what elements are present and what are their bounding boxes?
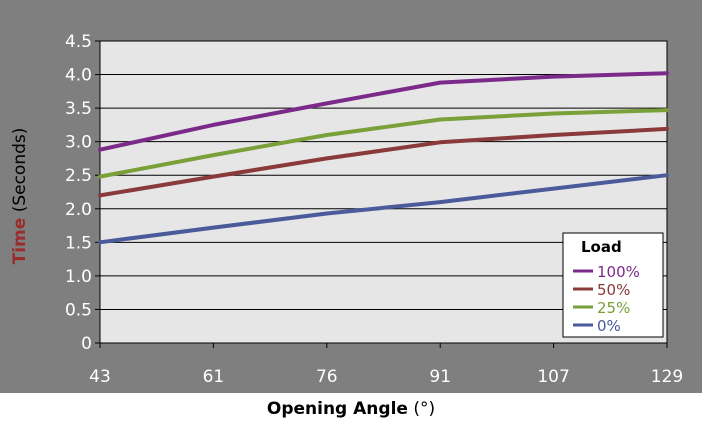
x-axis-title: Opening Angle (°) — [0, 399, 702, 419]
y-tick-label: 4.0 — [65, 66, 92, 86]
y-tick-label: 2.5 — [65, 166, 92, 186]
y-tick-label: 2.0 — [65, 200, 92, 220]
x-tick-label: 107 — [537, 367, 569, 387]
x-tick-label: 91 — [429, 367, 451, 387]
y-tick-label: 3.5 — [65, 99, 92, 119]
series-line-25pct — [98, 108, 669, 179]
x-tick-label: 61 — [203, 367, 225, 387]
y-tick-label: 3.0 — [65, 133, 92, 153]
series-line-0pct — [98, 173, 669, 245]
y-tick-label: 0.5 — [65, 300, 92, 320]
x-tick-label: 43 — [89, 367, 111, 387]
legend-title: Load — [581, 238, 622, 256]
y-tick-label: 1.5 — [65, 233, 92, 253]
y-axis-title-bold: Time — [10, 217, 30, 265]
x-axis-title-unit: (°) — [413, 399, 436, 419]
series-line-50pct — [98, 126, 669, 198]
legend-entry: 25% — [597, 299, 630, 317]
y-tick-label: 1.0 — [65, 267, 92, 287]
x-tick-label: 129 — [651, 367, 683, 387]
legend-entry: 0% — [597, 317, 621, 335]
chart-panel: 0 0.5 1.0 1.5 2.0 2.5 3.0 3.5 4.0 4.5 43 61 76 91 107 1… — [0, 0, 702, 393]
series-line-100pct — [98, 71, 669, 152]
legend-entry: 50% — [597, 281, 630, 299]
legend-box — [562, 232, 664, 338]
y-axis-title-unit: (Seconds) — [10, 127, 30, 213]
y-tick-label: 0 — [81, 334, 92, 354]
legend-entry: 100% — [597, 263, 640, 281]
x-tick-label: 76 — [316, 367, 338, 387]
y-tick-label: 4.5 — [65, 32, 92, 52]
line-chart: 0 0.5 1.0 1.5 2.0 2.5 3.0 3.5 4.0 4.5 43 61 76 91 107 1… — [65, 32, 683, 387]
x-axis-title-bold: Opening Angle — [266, 399, 408, 419]
